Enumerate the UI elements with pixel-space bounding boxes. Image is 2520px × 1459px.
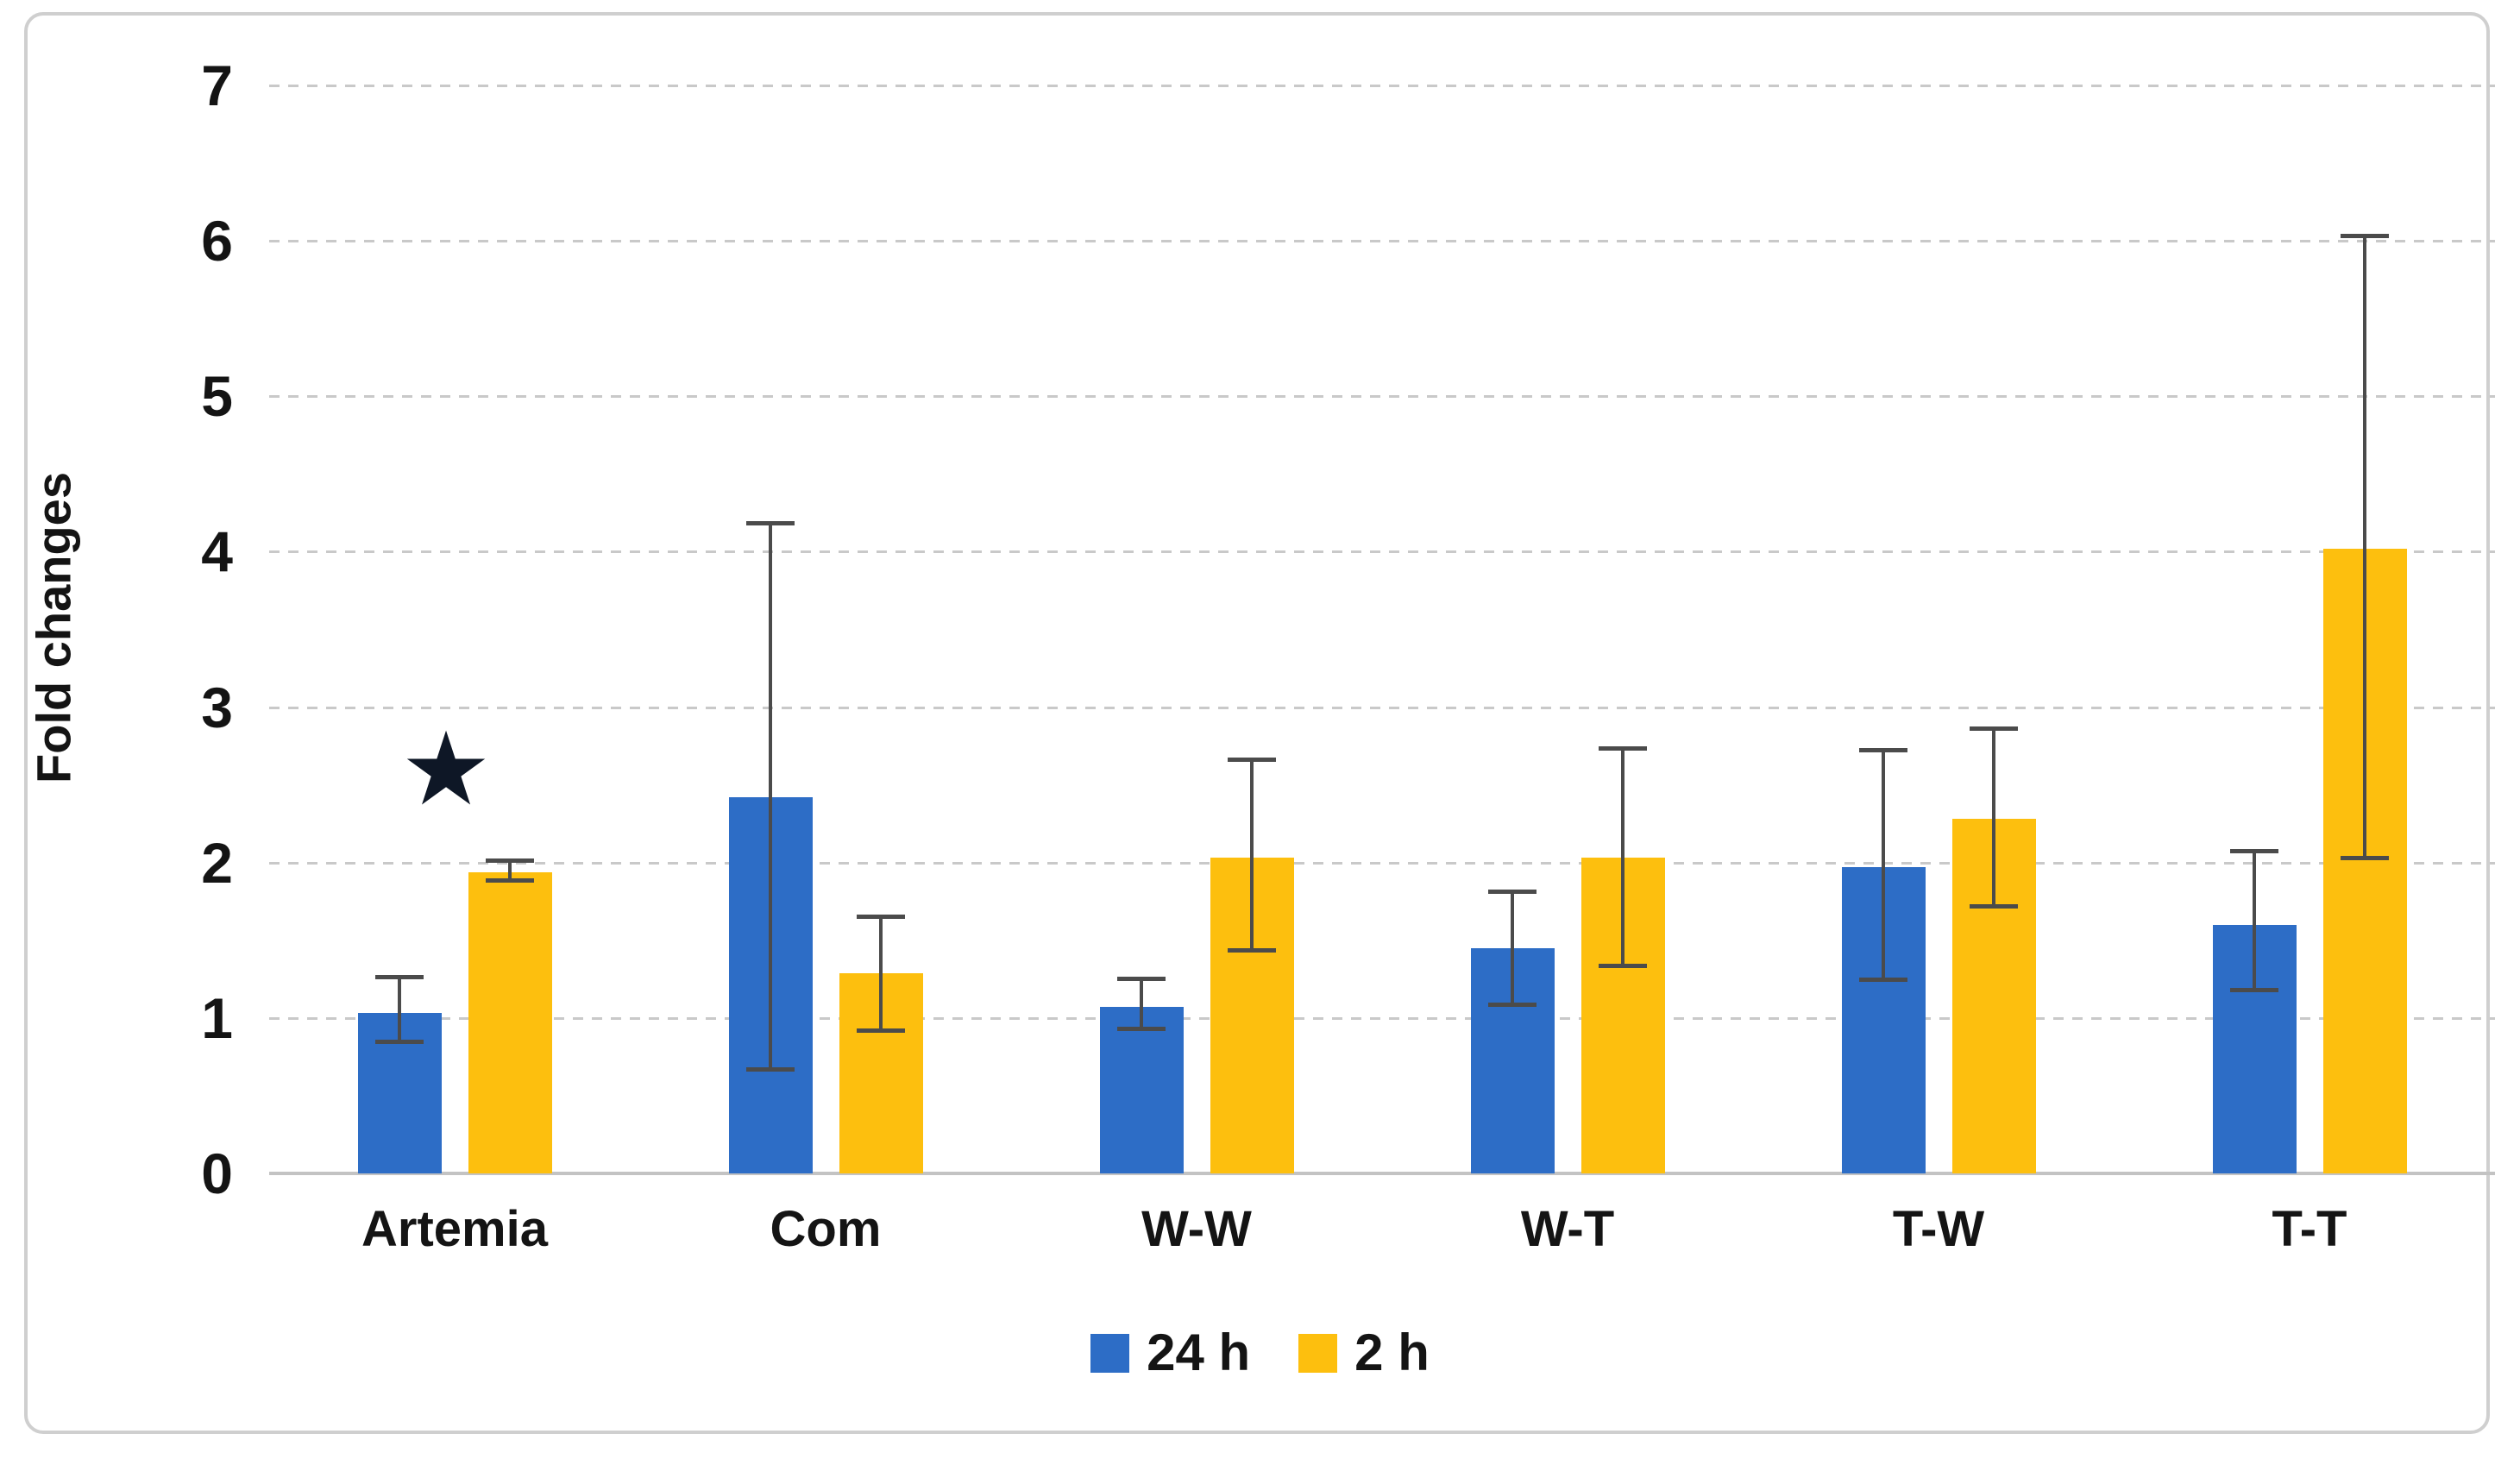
legend-label-2-h: 2 h — [1354, 1324, 1430, 1381]
error-bar-24-h-w-t — [1511, 891, 1514, 1004]
error-cap-bottom-24-h-com — [746, 1067, 795, 1072]
error-bar-2-h-artemia — [508, 860, 512, 880]
x-category-label-com: Com — [770, 1201, 882, 1257]
error-cap-bottom-2-h-w-w — [1228, 947, 1276, 953]
figure-border — [24, 12, 2490, 1434]
x-category-label-artemia: Artemia — [361, 1201, 548, 1257]
gridline-7 — [269, 85, 2495, 87]
error-bar-24-h-t-t — [2253, 852, 2256, 990]
legend-label-24-h: 24 h — [1147, 1324, 1251, 1381]
error-bar-24-h-com — [769, 524, 772, 1070]
error-bar-2-h-w-w — [1250, 759, 1254, 950]
gridline-2 — [269, 861, 2495, 865]
plot-area — [269, 85, 2495, 1175]
error-cap-top-2-h-w-t — [1599, 746, 1647, 752]
error-cap-bottom-2-h-com — [857, 1028, 905, 1034]
y-tick-label-5: 5 — [201, 364, 233, 429]
error-cap-bottom-2-h-t-w — [1970, 904, 2018, 909]
error-cap-top-24-h-artemia — [375, 975, 424, 980]
legend-item-2-h: 2 h — [1298, 1327, 1430, 1379]
x-category-label-t-t: T-T — [2272, 1201, 2347, 1257]
error-cap-top-24-h-com — [746, 521, 795, 525]
y-tick-label-1: 1 — [201, 985, 233, 1050]
gridline-1 — [269, 1016, 2495, 1020]
x-category-label-w-w: W-W — [1141, 1201, 1252, 1257]
error-cap-top-24-h-w-w — [1117, 976, 1166, 981]
legend-item-24-h: 24 h — [1090, 1327, 1250, 1379]
error-bar-24-h-t-w — [1882, 751, 1885, 979]
error-cap-bottom-24-h-w-w — [1117, 1027, 1166, 1032]
error-cap-top-2-h-w-w — [1228, 757, 1276, 762]
error-cap-top-24-h-t-t — [2230, 849, 2278, 854]
y-tick-label-6: 6 — [201, 209, 233, 274]
error-bar-24-h-w-w — [1140, 978, 1143, 1029]
bar-24-h-w-w — [1099, 1007, 1184, 1173]
y-tick-label-2: 2 — [201, 830, 233, 895]
y-axis-title: Fold changes — [26, 472, 81, 783]
error-cap-top-2-h-artemia — [486, 858, 534, 863]
y-tick-label-3: 3 — [201, 675, 233, 739]
gridline-4 — [269, 550, 2495, 554]
legend-swatch-2-h — [1298, 1333, 1338, 1373]
error-cap-bottom-2-h-w-t — [1599, 963, 1647, 968]
legend: 24 h 2 h — [0, 1327, 2520, 1379]
x-category-label-t-w: T-W — [1892, 1201, 1985, 1257]
error-cap-top-24-h-w-t — [1488, 889, 1537, 894]
error-cap-bottom-24-h-t-w — [1859, 977, 1907, 982]
gridline-6 — [269, 240, 2495, 243]
error-cap-bottom-24-h-t-t — [2230, 988, 2278, 993]
legend-swatch-24-h — [1090, 1333, 1130, 1373]
y-tick-label-0: 0 — [201, 1141, 233, 1205]
error-cap-top-2-h-t-t — [2341, 233, 2389, 238]
error-bar-2-h-w-t — [1621, 749, 1624, 965]
gridline-3 — [269, 706, 2495, 709]
bar-2-h-artemia — [468, 871, 552, 1173]
error-bar-2-h-com — [879, 916, 883, 1031]
x-axis-line — [269, 1172, 2495, 1175]
y-tick-label-7: 7 — [201, 53, 233, 117]
y-tick-label-4: 4 — [201, 519, 233, 584]
error-cap-top-2-h-com — [857, 914, 905, 919]
error-cap-top-24-h-t-w — [1859, 748, 1907, 752]
significance-star: ★ — [400, 712, 492, 827]
error-cap-top-2-h-t-w — [1970, 726, 2018, 731]
x-category-label-w-t: W-T — [1520, 1201, 1615, 1257]
error-bar-2-h-t-w — [1992, 728, 1995, 907]
error-cap-bottom-24-h-w-t — [1488, 1002, 1537, 1007]
error-cap-bottom-2-h-t-t — [2341, 856, 2389, 861]
error-bar-24-h-artemia — [398, 978, 401, 1041]
gridline-5 — [269, 395, 2495, 399]
error-cap-bottom-24-h-artemia — [375, 1039, 424, 1044]
error-bar-2-h-t-t — [2363, 236, 2366, 858]
error-cap-bottom-2-h-artemia — [486, 877, 534, 883]
